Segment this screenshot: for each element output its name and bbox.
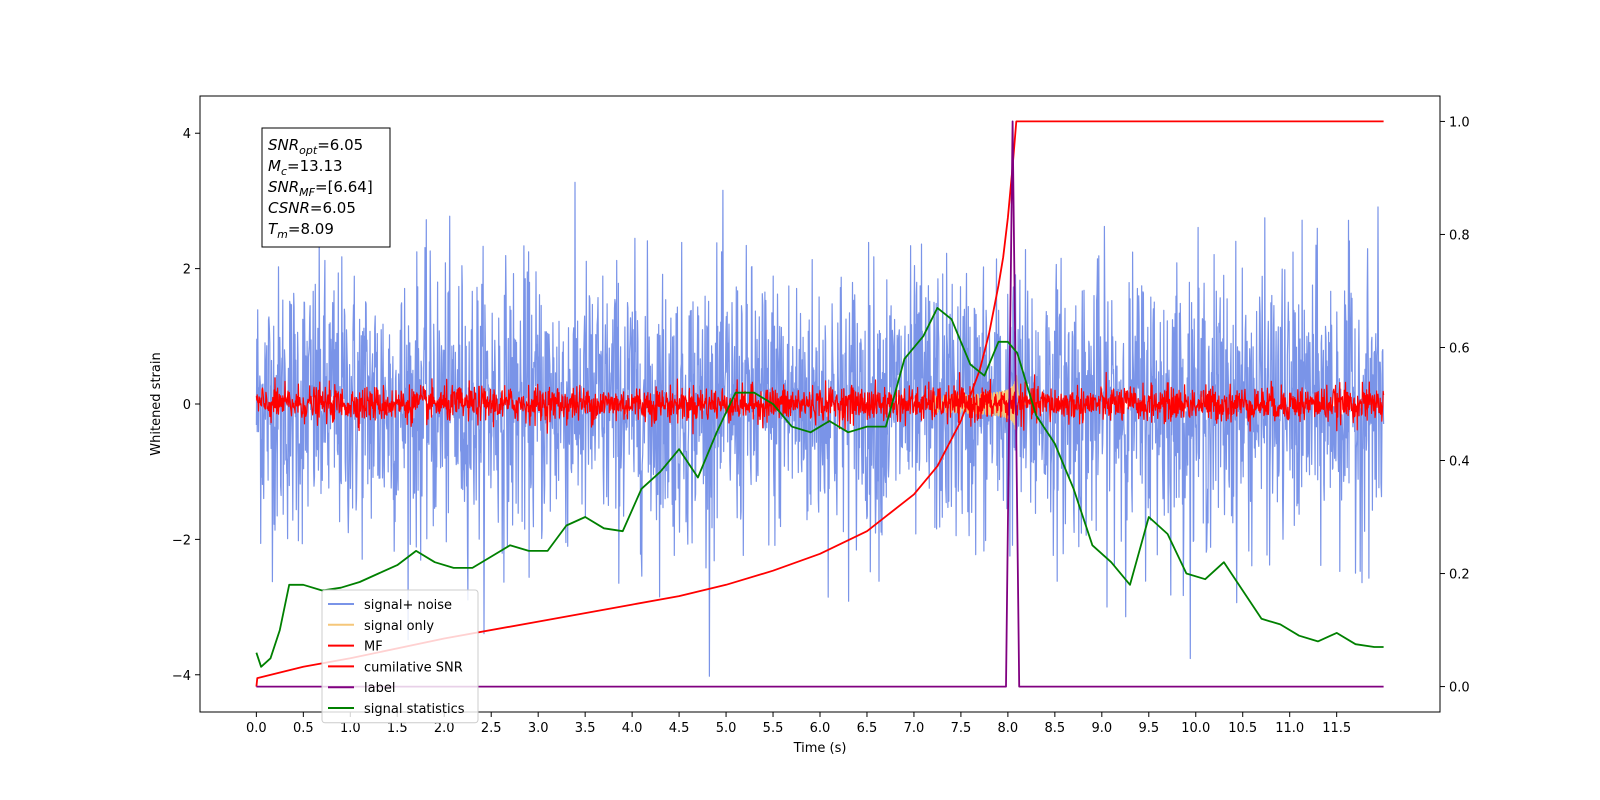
info-box-line: SNRMF=[6.64]: [268, 178, 373, 199]
x-axis: 0.0 0.5 1.0 1.5 2.0 2.5 3.0 3.5 4.0 4.5 5.0 5.5 6.0 6…: [246, 712, 1351, 736]
y2-tick-label: 0.0: [1449, 681, 1470, 696]
x-tick-label: 4.5: [669, 721, 690, 736]
x-tick-label: 3.5: [575, 721, 596, 736]
x-tick-label: 2.5: [481, 721, 502, 736]
series-label: [256, 120, 1384, 688]
x-tick-label: 6.5: [857, 721, 878, 736]
x-tick-label: 5.5: [763, 721, 784, 736]
y-axis-right: 0.0 0.2 0.4 0.6 0.8 1.0: [1440, 115, 1470, 696]
y-axis-label: Whitened strain: [149, 352, 164, 455]
info-box-line: CSNR=6.05: [268, 199, 356, 217]
series-signal-statistics: [255, 307, 1384, 668]
x-tick-label: 7.5: [951, 721, 972, 736]
x-tick-label: 6.0: [810, 721, 831, 736]
x-tick-label: 7.0: [904, 721, 925, 736]
legend-label: signal+ noise: [364, 598, 452, 613]
x-tick-label: 8.5: [1045, 721, 1066, 736]
x-tick-label: 10.0: [1181, 721, 1210, 736]
x-tick-label: 11.0: [1275, 721, 1304, 736]
y-tick-label: 2: [183, 263, 191, 278]
legend-label: signal statistics: [364, 702, 465, 717]
info-box-line: Mc=13.13: [268, 157, 343, 178]
legend-label: label: [364, 681, 395, 696]
x-tick-label: 4.0: [622, 721, 643, 736]
y-tick-label: 0: [183, 398, 191, 413]
series-mf: [255, 371, 1385, 435]
y-tick-label: −4: [172, 669, 191, 684]
y2-tick-label: 0.4: [1449, 455, 1470, 470]
y2-tick-label: 1.0: [1449, 115, 1470, 130]
legend-label: signal only: [364, 619, 434, 634]
x-tick-label: 0.5: [293, 721, 314, 736]
info-box: SNRopt=6.05Mc=13.13SNRMF=[6.64]CSNR=6.05…: [261, 127, 391, 248]
legend-label: MF: [364, 640, 383, 655]
y2-tick-label: 0.8: [1449, 228, 1470, 243]
x-tick-label: 8.0: [998, 721, 1019, 736]
x-tick-label: 9.5: [1138, 721, 1159, 736]
y-axis-left: −4 −2 0 2 4: [172, 127, 200, 684]
info-box-line: SNRopt=6.05: [268, 136, 363, 157]
x-tick-label: 1.0: [340, 721, 361, 736]
y2-tick-label: 0.2: [1449, 568, 1470, 583]
info-box-frame: [261, 127, 391, 248]
legend-label: cumilative SNR: [364, 660, 463, 675]
x-tick-label: 11.5: [1322, 721, 1351, 736]
y-tick-label: 4: [183, 127, 191, 142]
x-tick-label: 2.0: [434, 721, 455, 736]
legend: signal+ noise signal only MF cumilative SNR…: [321, 589, 479, 724]
x-tick-label: 5.0: [716, 721, 737, 736]
info-box-line: Tm=8.09: [268, 220, 334, 241]
x-axis-label: Time (s): [793, 741, 847, 756]
legend-frame: [321, 589, 479, 724]
y2-tick-label: 0.6: [1449, 341, 1470, 356]
x-tick-label: 9.0: [1091, 721, 1112, 736]
x-tick-label: 10.5: [1228, 721, 1257, 736]
series-signal-noise: [255, 181, 1385, 677]
x-tick-label: 1.5: [387, 721, 408, 736]
x-tick-label: 3.0: [528, 721, 549, 736]
x-tick-label: 0.0: [246, 721, 267, 736]
y-tick-label: −2: [172, 533, 191, 548]
